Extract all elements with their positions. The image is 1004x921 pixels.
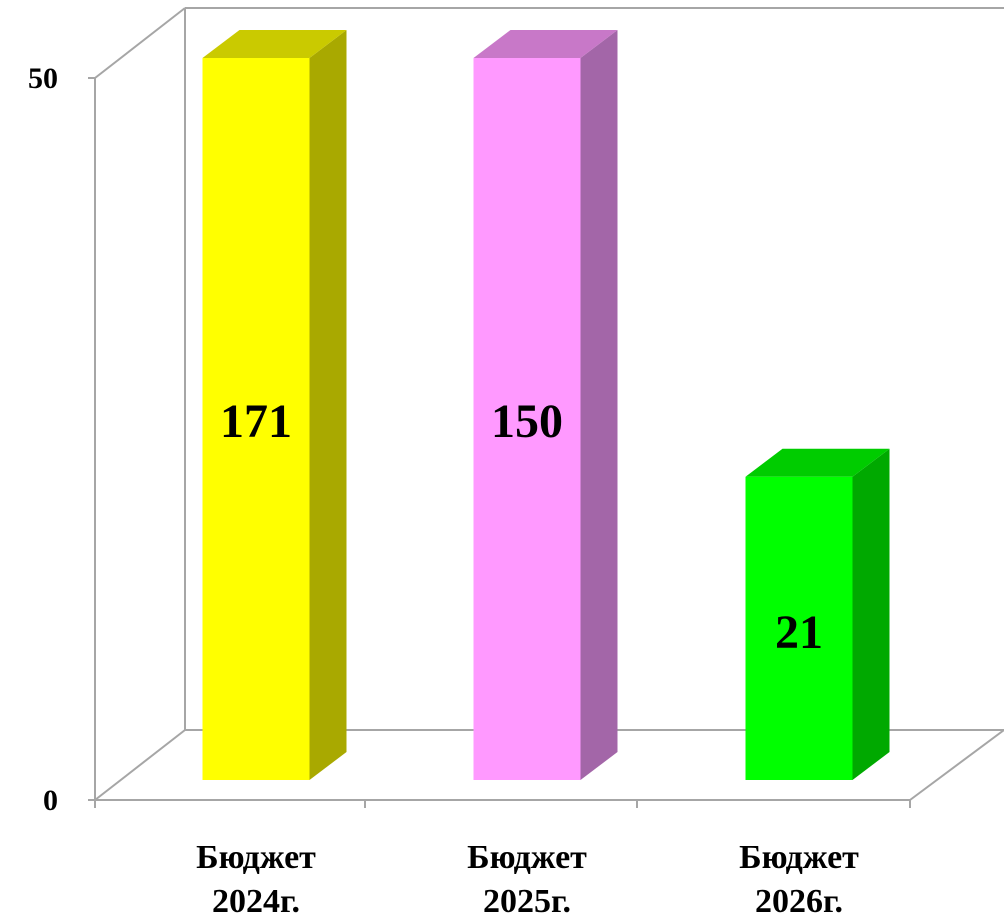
bars (202, 30, 890, 780)
y-tick-label: 50 (28, 62, 58, 95)
bar-top-face (202, 30, 347, 58)
bar-value-label: 171 (220, 395, 292, 448)
bar-top-face (473, 30, 618, 58)
bar-side-face (309, 30, 347, 780)
floor-right-diagonal (909, 729, 1004, 801)
bar-front-face (473, 58, 581, 780)
x-category-label: Бюджет (467, 839, 587, 876)
bar-front-face (745, 476, 853, 780)
bar-value-label: 150 (491, 395, 563, 448)
labels: 171 Бюджет 2024г. 150 Бюджет 2025г. 21 Бюджет 20… (196, 395, 859, 920)
axis-ticks: 0 50 (28, 62, 911, 817)
x-category-label: Бюджет (196, 839, 316, 876)
wall-top-diagonal (94, 7, 186, 79)
bar (473, 30, 618, 780)
floor-left-diagonal (94, 729, 186, 801)
bar (202, 30, 347, 780)
y-tick-label: 0 (43, 784, 58, 817)
bar-side-face (852, 448, 890, 780)
x-category-label: Бюджет (739, 839, 859, 876)
x-category-label: 2025г. (483, 883, 571, 920)
bar (745, 448, 890, 780)
bar-side-face (580, 30, 618, 780)
bar-top-face (745, 448, 890, 477)
x-category-label: 2026г. (755, 883, 843, 920)
bar-front-face (202, 58, 310, 780)
x-category-label: 2024г. (212, 883, 300, 920)
bar-value-label: 21 (775, 606, 823, 659)
